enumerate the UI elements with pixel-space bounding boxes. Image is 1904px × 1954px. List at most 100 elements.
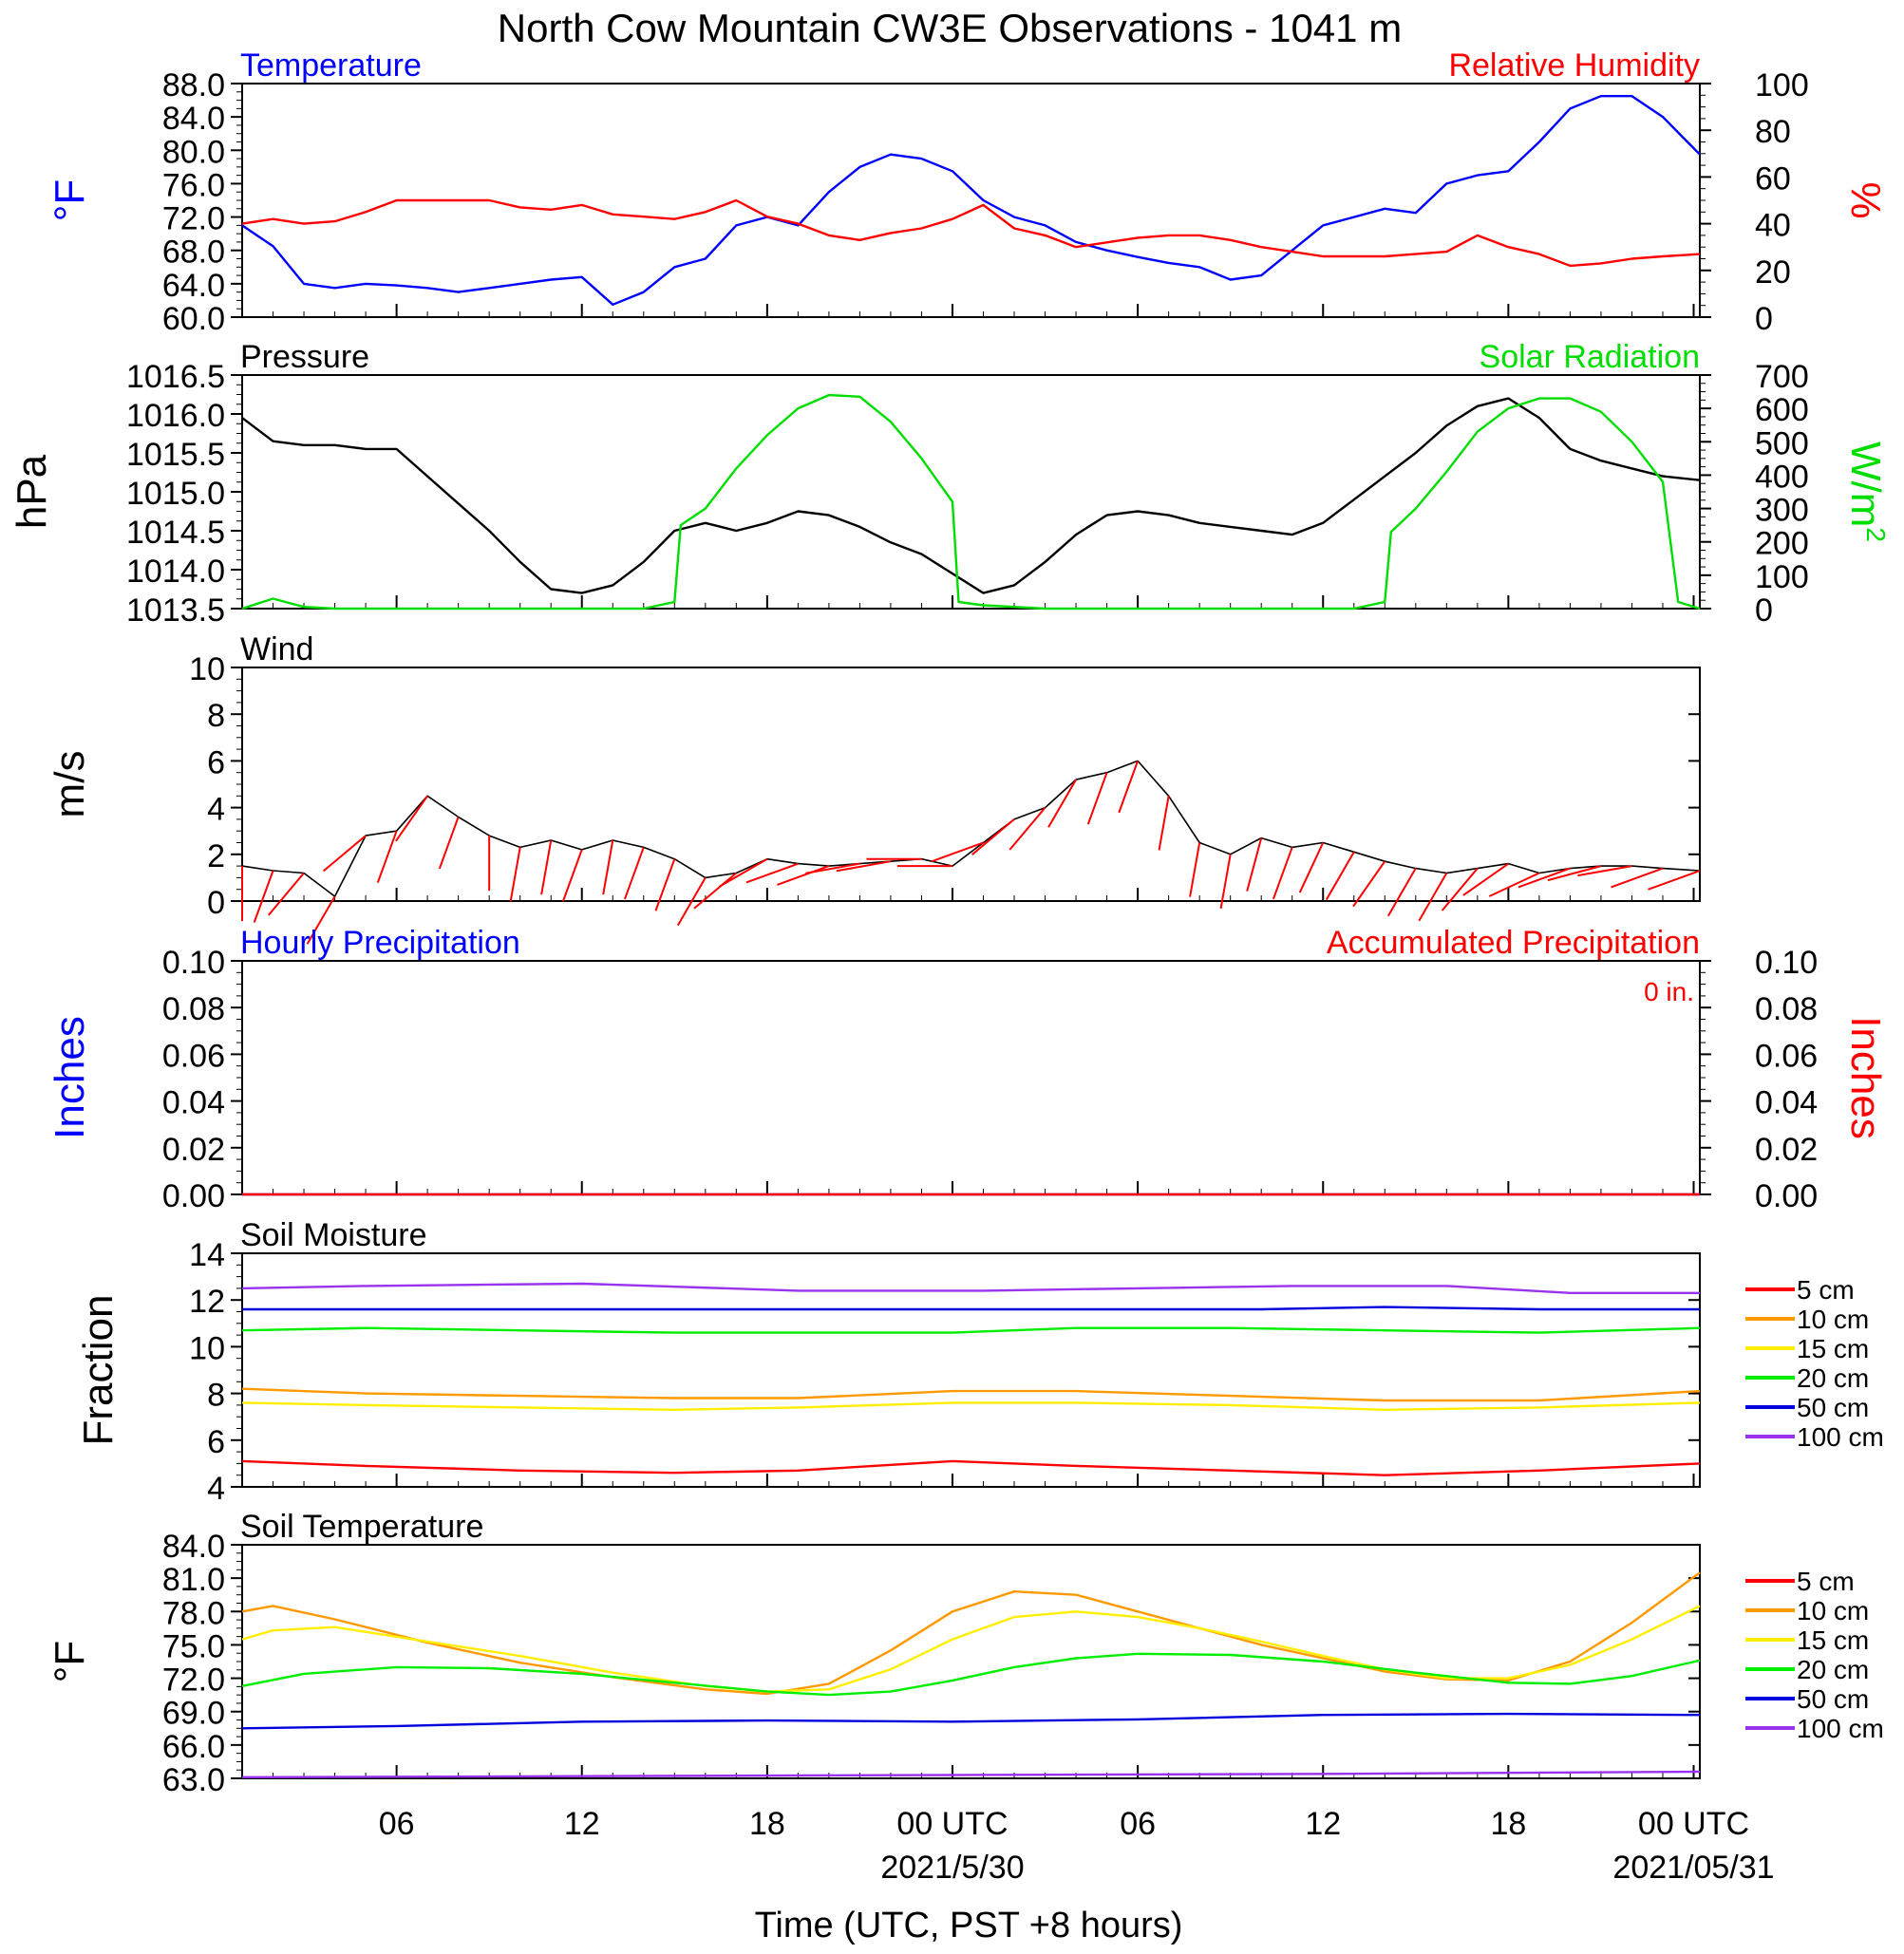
wind-barb — [253, 870, 274, 923]
series-line-5-cm — [241, 1459, 1701, 1476]
series-line-wind — [241, 760, 1701, 897]
y-tick-label-right: 60 — [1755, 160, 1791, 197]
wind-barb — [267, 872, 305, 916]
wind-barb — [509, 847, 521, 902]
legend-label: 100 cm — [1797, 1422, 1884, 1452]
wind-barb — [1577, 865, 1632, 877]
x-tick-label: 00 UTC — [896, 1806, 1008, 1842]
y-axis-label-right-sup: 2 — [1861, 527, 1891, 542]
y-tick-label-right: 0 — [1755, 592, 1773, 629]
legend-label: 5 cm — [1797, 1275, 1855, 1305]
panel-title-left: Hourly Precipitation — [240, 925, 520, 961]
y-tick-label-left: 0.08 — [162, 991, 225, 1027]
legend-label: 5 cm — [1797, 1567, 1855, 1596]
panel-title-left: Soil Moisture — [240, 1217, 427, 1253]
x-tick-label: 12 — [564, 1806, 600, 1842]
wind-barb — [836, 860, 892, 873]
y-tick-label-right: 100 — [1755, 67, 1809, 103]
legend-label: 100 cm — [1797, 1714, 1884, 1743]
wind-barb — [438, 817, 460, 870]
y-tick-label-left: 6 — [207, 744, 225, 780]
y-tick-label-left: 88.0 — [162, 67, 225, 103]
panel-title-right: Relative Humidity — [1448, 47, 1700, 84]
wind-barb — [1219, 854, 1232, 910]
x-tick-label: 18 — [1490, 1806, 1526, 1842]
y-tick-label-left: 75.0 — [162, 1628, 225, 1664]
y-tick-label-left: 12 — [189, 1284, 225, 1320]
wind-barb — [1158, 796, 1170, 851]
y-tick-label-right: 400 — [1755, 459, 1809, 495]
y-tick-label-left: 1016.5 — [126, 359, 225, 395]
y-tick-label-left: 0.02 — [162, 1132, 225, 1168]
panel-temp_rh: 60.064.068.072.076.080.084.088.0 °F 0 20 40 6… — [47, 47, 1889, 337]
y-axis-label-left: hPa — [9, 454, 55, 529]
y-tick-label-left: 8 — [207, 1378, 225, 1414]
wind-barb — [1352, 860, 1386, 908]
series-line-20-cm — [241, 1652, 1701, 1697]
legend-label: 10 cm — [1797, 1305, 1869, 1334]
wind-barb — [1272, 847, 1293, 900]
y-tick-label-right: 20 — [1755, 254, 1791, 291]
y-tick-label-left: 2 — [207, 838, 225, 874]
wind-barb — [1518, 867, 1571, 889]
y-tick-label-left: 1014.5 — [126, 515, 225, 551]
legend-label: 20 cm — [1797, 1655, 1869, 1684]
y-tick-label-left: 10 — [189, 1330, 225, 1366]
y-tick-label-right: 40 — [1755, 208, 1791, 244]
precip-total-annotation: 0 in. — [1644, 977, 1694, 1006]
legend-label: 50 cm — [1797, 1393, 1869, 1422]
series-line-10-cm — [241, 1387, 1701, 1402]
x-tick-sublabel: 2021/05/31 — [1612, 1850, 1774, 1886]
wind-barb — [676, 876, 707, 927]
y-axis-label-right: Inches — [1842, 1016, 1889, 1139]
figure-title: North Cow Mountain CW3E Observations - 1… — [498, 6, 1402, 50]
y-tick-label-right: 100 — [1755, 559, 1809, 595]
panel-frame — [241, 374, 1701, 610]
y-tick-label-left: 76.0 — [162, 167, 225, 203]
wind-barb — [1488, 872, 1540, 897]
panel-title-left: Soil Temperature — [240, 1509, 483, 1545]
y-tick-label-left: 64.0 — [162, 268, 225, 304]
y-tick-label-left: 68.0 — [162, 235, 225, 271]
y-tick-label-left: 1016.0 — [126, 398, 225, 434]
y-tick-label-right: 600 — [1755, 392, 1809, 428]
series-line-50-cm — [241, 1712, 1701, 1730]
panel-wind: 0 2 4 6 8 10 m/s Wind — [47, 631, 1701, 945]
panel-soil_temperature: 63.066.069.072.075.078.081.084.0 °F Soil T… — [47, 1509, 1884, 1798]
y-axis-label-left: Inches — [47, 1016, 93, 1139]
y-tick-label-left: 1015.5 — [126, 437, 225, 473]
y-tick-label-right: 0.06 — [1755, 1038, 1818, 1074]
wind-barb — [1246, 837, 1263, 892]
y-tick-label-right: 0.08 — [1755, 991, 1818, 1027]
x-axis-label: Time (UTC, PST +8 hours) — [755, 1906, 1183, 1945]
wind-barb — [561, 849, 583, 902]
wind-barb — [1009, 806, 1046, 851]
wind-barb — [376, 830, 398, 884]
y-tick-label-left: 0.04 — [162, 1085, 225, 1121]
legend-label: 15 cm — [1797, 1625, 1869, 1655]
y-axis-label-right-base: W/m — [1842, 442, 1889, 527]
wind-barb — [1418, 872, 1448, 922]
panel-precip: 0.00 0.02 0.04 0.06 0.08 0.10 Inches 0.00 0.02 0.… — [47, 925, 1889, 1214]
wind-barb — [1547, 865, 1602, 882]
x-tick-label: 12 — [1305, 1806, 1341, 1842]
wind-barb — [602, 839, 614, 895]
series-line-100-cm — [241, 1770, 1701, 1779]
y-tick-label-right: 700 — [1755, 359, 1809, 395]
wind-barb — [540, 839, 553, 895]
y-tick-label-left: 8 — [207, 698, 225, 734]
series-line-20-cm — [241, 1326, 1701, 1334]
y-tick-label-left: 72.0 — [162, 1663, 225, 1699]
series-line-solar-radiation — [241, 393, 1701, 611]
wind-barb — [777, 865, 830, 886]
wind-barb — [1648, 870, 1701, 891]
x-tick-sublabel: 2021/5/30 — [880, 1850, 1024, 1886]
y-tick-label-right: 200 — [1755, 526, 1809, 562]
wind-barb — [1611, 867, 1664, 889]
y-tick-label-left: 81.0 — [162, 1562, 225, 1598]
series-line-temperature — [241, 94, 1701, 306]
panel-pressure_solar: 1013.51014.01014.51015.01015.51016.01016… — [9, 339, 1891, 629]
panel-title-right: Solar Radiation — [1480, 339, 1700, 375]
